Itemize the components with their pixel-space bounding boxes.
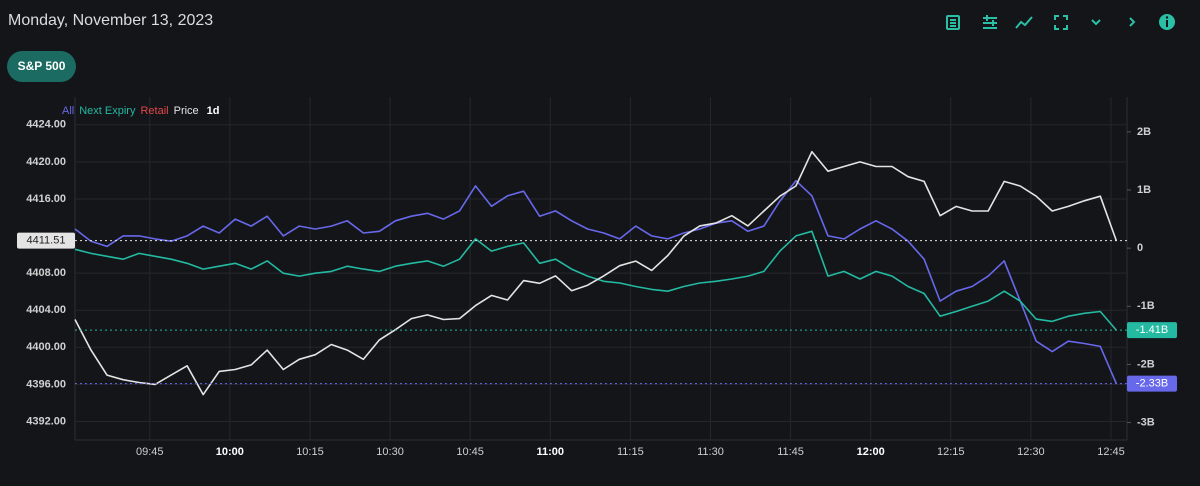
y2-tick-label: -1B [1137,300,1155,312]
y2-tick-label: -2B [1137,358,1155,370]
timeframe-label: 1d [207,105,220,117]
x-tick-label: 10:00 [216,446,244,458]
x-tick-label: 10:15 [296,446,324,458]
last-value-label: -1.41B [1136,324,1168,336]
chart-type-icon[interactable] [1015,16,1033,29]
last-value-badge [1127,375,1177,392]
info-icon[interactable] [1159,14,1175,30]
x-tick-label: 12:45 [1097,446,1125,458]
last-value-badge [1127,322,1177,339]
plot [74,150,1127,396]
x-tick-label: 11:15 [617,446,644,458]
x-tick-label: 10:45 [456,446,484,458]
last-value-label: -2.33B [1136,378,1168,390]
y-tick-label: 4420.00 [26,156,66,168]
y-tick-label: 4408.00 [26,267,66,279]
symbol-button[interactable] [7,51,76,82]
table-icon[interactable] [946,15,960,30]
settings-icon[interactable] [983,15,997,29]
legend-entry[interactable]: Next Expiry [79,105,136,117]
legend-entry[interactable]: Retail [140,105,168,117]
grid [74,97,1131,441]
y2-tick-label: -3B [1137,416,1155,428]
x-tick-label: 10:30 [376,446,404,458]
x-tick-label: 12:30 [1017,446,1045,458]
x-tick-label: 11:30 [697,446,724,458]
series-line [74,150,1118,396]
last-value-label: 4411.51 [27,235,66,247]
y-tick-label: 4424.00 [26,119,66,131]
last-value-badge [17,232,75,249]
y2-tick-label: 1B [1137,184,1151,196]
series-line [74,230,1117,331]
x-tick-label: 11:00 [537,446,565,458]
y-tick-label: 4396.00 [26,378,66,390]
collapse-icon[interactable] [1091,19,1101,26]
legend-entry[interactable]: Price [174,105,199,117]
legend-entry[interactable]: All [62,105,74,117]
series-line [74,179,1118,384]
x-tick-label: 11:45 [777,446,804,458]
y-tick-label: 4404.00 [26,304,66,316]
y-tick-label: 4400.00 [26,341,66,353]
axes: 4392.00 4396.00 4400.00 4404.00 4408.00 4416.… [17,105,1177,458]
x-tick-label: 12:00 [857,446,885,458]
symbol-label[interactable]: S&P 500 [18,59,66,73]
y2-tick-label: 2B [1137,126,1151,138]
y-tick-label: 4392.00 [26,415,66,427]
y-tick-label: 4416.00 [26,193,66,205]
x-tick-label: 12:15 [937,446,965,458]
x-tick-label: 09:45 [136,446,164,458]
toolbar [946,14,1175,30]
date-title: Monday, November 13, 2023 [8,12,213,29]
next-icon[interactable] [1129,17,1136,27]
fullscreen-icon[interactable] [1054,15,1068,30]
y2-tick-label: 0 [1137,242,1143,254]
